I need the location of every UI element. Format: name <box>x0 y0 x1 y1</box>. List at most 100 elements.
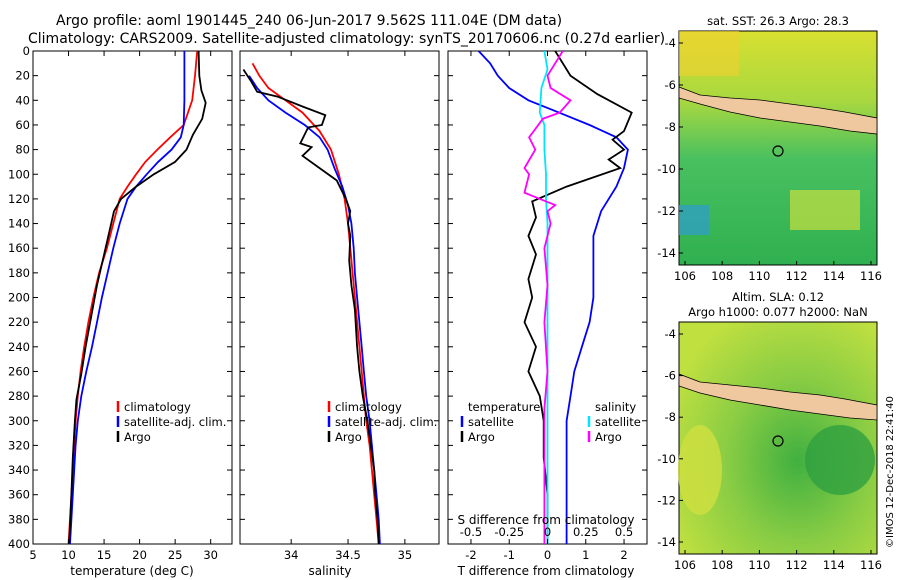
sla-ticks-ylabel: -4 <box>665 327 676 341</box>
sla-ticks: -4 -6 -8 -10 -12 -14 106 108 110 112 114 116 <box>657 327 882 572</box>
watermark: ©IMOS 12-Dec-2018 22:41:40 <box>885 396 896 548</box>
sst-map: sat. SST: 26.3 Argo: 28.3 -4 -6 -8 -10 -12 -1… <box>657 14 882 283</box>
sla-map-title-2: Argo h1000: 0.077 h2000: NaN <box>688 305 867 319</box>
plot-layer: 5 10 15 20 25 3002040608010012014016018020022… <box>8 44 647 562</box>
salinity-legend: climatology satellite-adj. clim. Argo <box>327 400 437 444</box>
title-line-1: Argo profile: aoml 1901445_240 06-Jun-20… <box>56 13 562 29</box>
diff-legend-s-satellite: satellite <box>595 415 641 429</box>
salinity-xlabel: salinity <box>308 564 351 578</box>
sst-map-title: sat. SST: 26.3 Argo: 28.3 <box>707 14 849 28</box>
difference-top-label: S difference from climatology <box>458 513 635 527</box>
sla-ticks-xlabel: 112 <box>786 558 808 572</box>
sla-ticks-xlabel: 106 <box>674 558 696 572</box>
sst-warm-patch-south <box>790 190 860 230</box>
depth-tick-label: 280 <box>8 389 30 403</box>
difference-xtick-label: 2 <box>620 548 627 562</box>
sst-ticks: -4 -6 -8 -10 -12 -14 106 108 110 112 114 116 <box>657 36 882 283</box>
salinity-series-satellite-adj-clim- <box>248 75 381 544</box>
sst-ticks-xlabel: 114 <box>823 269 845 283</box>
temperature-series-group <box>67 51 207 544</box>
depth-tick-label: 360 <box>8 488 30 502</box>
sla-ticks-xlabel: 116 <box>860 558 882 572</box>
legend-argo: Argo <box>124 430 151 444</box>
difference-top-tick-label: -0.5 <box>460 525 482 539</box>
depth-tick-label: 60 <box>15 118 30 132</box>
temperature-xlabel: temperature (deg C) <box>70 564 193 578</box>
depth-tick-label: 300 <box>8 414 30 428</box>
sst-ticks-ylabel: -14 <box>657 246 676 260</box>
java-island <box>678 86 878 135</box>
depth-tick-label: 140 <box>8 217 30 231</box>
depth-tick-label: 40 <box>15 93 30 107</box>
legend-climatology: climatology <box>124 400 191 414</box>
difference-series-salinity-satellite <box>538 51 549 544</box>
sla-ticks-ylabel: -10 <box>657 452 676 466</box>
depth-tick-label: 80 <box>15 143 30 157</box>
sla-ticks-xlabel: 110 <box>748 558 770 572</box>
depth-tick-label: 240 <box>8 340 30 354</box>
sst-ticks-xlabel: 116 <box>860 269 882 283</box>
sst-ticks-ylabel: -8 <box>665 120 676 134</box>
sla-ticks-xlabel: 114 <box>823 558 845 572</box>
sla-ticks-ylabel: -12 <box>657 493 676 507</box>
sst-ticks-ylabel: -10 <box>657 162 676 176</box>
sst-warm-patch <box>679 31 739 76</box>
salinity-xtick-label: 35 <box>398 548 413 562</box>
sal-legend-argo: Argo <box>335 430 362 444</box>
sst-ticks-xlabel: 108 <box>711 269 733 283</box>
difference-series-salinity-argo <box>523 51 572 544</box>
depth-tick-label: 340 <box>8 463 30 477</box>
diff-legend-salinity: salinity <box>595 400 636 414</box>
sal-legend-satellite: satellite-adj. clim. <box>335 415 437 429</box>
sst-ticks-xlabel: 112 <box>786 269 808 283</box>
difference-xtick-label: -1 <box>503 548 514 562</box>
depth-tick-label: 120 <box>8 192 30 206</box>
difference-legend: temperature satellite Argo salinity sate… <box>460 400 641 444</box>
depth-tick-label: 180 <box>8 266 30 280</box>
difference-top-tick-label: -0.25 <box>494 525 524 539</box>
salinity-xtick-label: 34 <box>284 548 299 562</box>
difference-top-tick-label: 0.5 <box>615 525 633 539</box>
salinity-xtick-label: 34.5 <box>335 548 361 562</box>
depth-tick-label: 220 <box>8 315 30 329</box>
sla-high-patch <box>678 425 722 515</box>
depth-tick-label: 320 <box>8 438 30 452</box>
depth-tick-label: 0 <box>23 44 30 58</box>
java-island-sla <box>678 373 878 421</box>
sla-ticks-xlabel: 108 <box>711 558 733 572</box>
salinity-series-argo <box>242 69 380 544</box>
difference-xtick-label: 1 <box>582 548 589 562</box>
salinity-series-group <box>242 62 381 544</box>
sst-ticks-ylabel: -6 <box>665 78 676 92</box>
sla-argo-marker <box>772 435 784 447</box>
title-line-2: Climatology: CARS2009. Satellite-adjuste… <box>28 31 665 47</box>
sst-ticks-ylabel: -12 <box>657 204 676 218</box>
temperature-xtick-label: 5 <box>29 548 36 562</box>
temperature-xtick-label: 10 <box>61 548 76 562</box>
depth-tick-label: 380 <box>8 512 30 526</box>
depth-tick-label: 160 <box>8 241 30 255</box>
difference-xlabel: T difference from climatology <box>457 564 635 578</box>
depth-tick-label: 260 <box>8 364 30 378</box>
diff-legend-t-satellite: satellite <box>468 415 514 429</box>
sla-map-title-1: Altim. SLA: 0.12 <box>732 290 824 304</box>
depth-tick-label: 200 <box>8 291 30 305</box>
depth-tick-label: 400 <box>8 537 30 551</box>
diff-legend-temperature: temperature <box>468 400 540 414</box>
difference-top-tick-label: 0.25 <box>573 525 599 539</box>
difference-xtick-label: 0 <box>544 548 551 562</box>
sst-ticks-xlabel: 106 <box>674 269 696 283</box>
sst-ticks-xlabel: 110 <box>748 269 770 283</box>
difference-xtick-label: -2 <box>465 548 476 562</box>
sla-map: Altim. SLA: 0.12 Argo h1000: 0.077 h2000… <box>657 290 882 572</box>
sst-argo-marker <box>772 145 784 157</box>
legend-satellite: satellite-adj. clim. <box>124 415 226 429</box>
temperature-panel <box>32 50 233 545</box>
sla-ticks-ylabel: -8 <box>665 410 676 424</box>
difference-series-group <box>477 51 633 544</box>
temperature-xtick-label: 15 <box>97 548 112 562</box>
sla-ticks-ylabel: -14 <box>657 535 676 549</box>
temperature-xtick-label: 30 <box>203 548 218 562</box>
temperature-xtick-label: 20 <box>132 548 147 562</box>
